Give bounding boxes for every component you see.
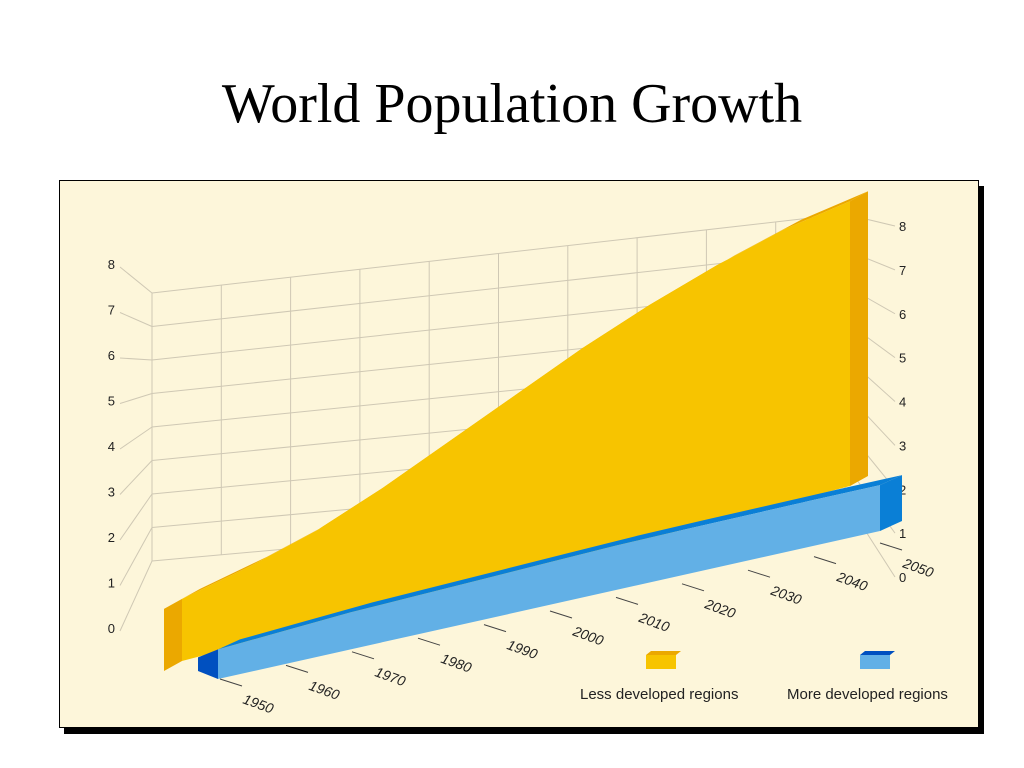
y-tick-label-left: 4 (108, 439, 115, 454)
legend-label-more-developed: More developed regions (787, 686, 948, 703)
grid-depth-line (119, 426, 153, 450)
x-tick-mark (879, 542, 903, 551)
more-developed-end-face (880, 475, 902, 531)
y-tick-label-left: 2 (108, 530, 115, 545)
less-developed-end-face (850, 191, 868, 487)
x-tick-mark (483, 624, 507, 633)
legend-swatch-more-developed (860, 655, 890, 669)
x-tick-mark (747, 569, 771, 578)
grid-depth-line (119, 357, 153, 361)
x-tick-mark (351, 651, 375, 660)
more-developed-top-surface (218, 475, 902, 650)
y-tick-label-right: 8 (899, 219, 906, 234)
x-tick-mark (417, 637, 441, 646)
x-tick-mark (615, 596, 639, 605)
more-developed-side-face (198, 649, 218, 679)
y-tick-label-right: 7 (899, 263, 906, 278)
legend-label-less-developed: Less developed regions (580, 686, 738, 703)
x-tick-mark (681, 583, 705, 592)
grid-depth-line (119, 266, 153, 294)
y-tick-label-right: 3 (899, 438, 906, 453)
y-tick-label-right: 0 (899, 570, 906, 585)
chart-panel: 0 0 1 1 2 2 3 3 4 4 5 5 6 6 7 7 8 8 1950 1960 1970 1980 1990 20… (59, 180, 979, 728)
legend-swatch-more-developed-top (860, 651, 895, 655)
slide-title: World Population Growth (221, 73, 803, 135)
grid-depth-line (119, 393, 153, 404)
grid-depth-line (119, 312, 153, 327)
population-area-chart: 0011223344556677881950196019701980199020… (60, 181, 978, 727)
x-tick-mark (549, 610, 573, 619)
less-developed-side-face (164, 598, 182, 671)
grid-depth-line (119, 493, 153, 541)
y-tick-label-left: 6 (108, 348, 115, 363)
y-tick-label-left: 8 (108, 257, 115, 272)
y-tick-label-left: 1 (108, 576, 115, 591)
y-tick-label-left: 0 (108, 621, 115, 636)
grid-depth-line (119, 560, 153, 632)
more-developed-front-face (218, 485, 880, 679)
y-tick-label-right: 6 (899, 307, 906, 322)
legend-swatch-less-developed (646, 655, 676, 669)
y-tick-label-left: 5 (108, 394, 115, 409)
x-tick-mark (219, 678, 243, 687)
legend-swatch-less-developed-top (646, 651, 681, 655)
y-tick-label-left: 3 (108, 485, 115, 500)
y-tick-label-left: 7 (108, 303, 115, 318)
x-tick-mark (285, 664, 309, 673)
grid-depth-line (119, 527, 153, 586)
less-developed-front-face (182, 201, 850, 662)
y-tick-label-right: 1 (899, 526, 906, 541)
y-tick-label-right: 5 (899, 351, 906, 366)
grid-depth-line (119, 460, 153, 495)
x-tick-mark (813, 556, 837, 565)
y-tick-label-right: 4 (899, 395, 906, 410)
y-tick-label-right: 2 (899, 482, 906, 497)
